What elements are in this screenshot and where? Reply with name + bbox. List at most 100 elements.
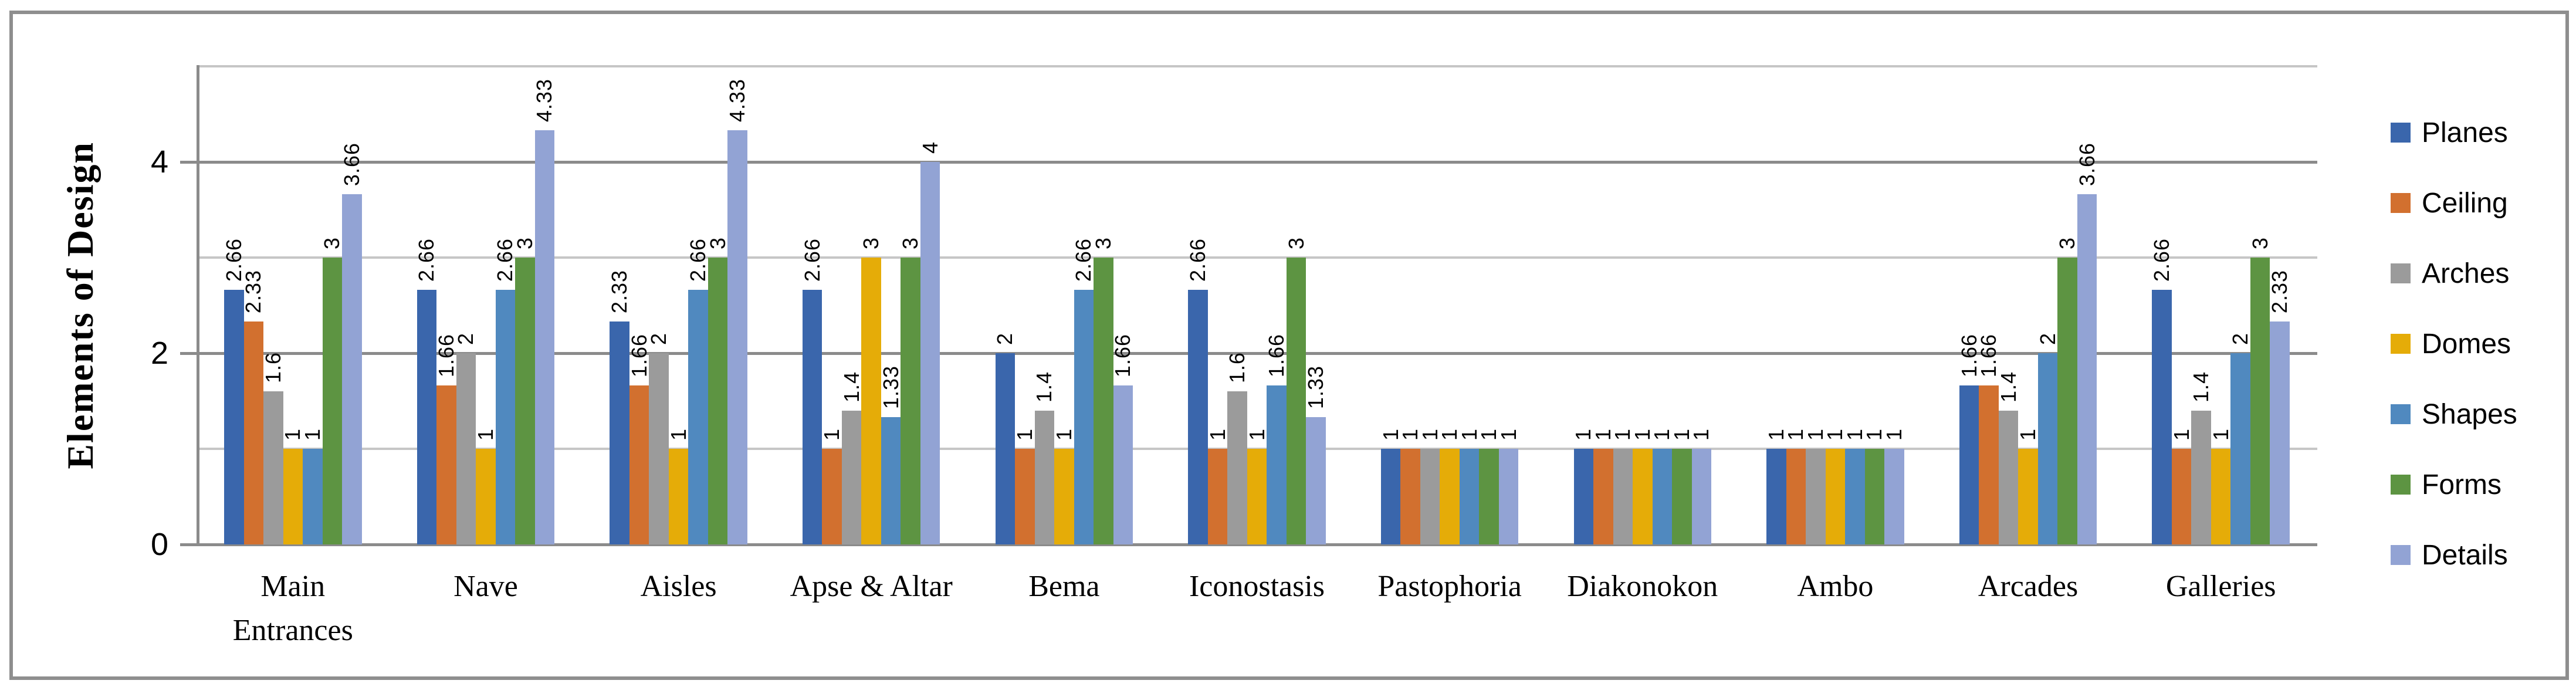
bar <box>1380 449 1401 544</box>
bar <box>1786 449 1806 544</box>
bar-value-label: 1.66 <box>1111 334 1135 378</box>
bar <box>1498 449 1519 544</box>
bar <box>1845 449 1865 544</box>
bar <box>1998 410 2019 544</box>
bar-value-label: 2 <box>2035 332 2060 345</box>
bar-value-label: 1.4 <box>2189 371 2213 402</box>
legend-swatch <box>2391 475 2411 495</box>
bar-value-label: 1 <box>1051 428 1076 441</box>
legend-swatch <box>2391 404 2411 424</box>
bar-value-label: 4.33 <box>725 79 750 123</box>
bar <box>1613 449 1633 544</box>
bar <box>688 290 708 544</box>
legend-swatch <box>2391 263 2411 283</box>
bar-value-label: 1 <box>1881 428 1906 441</box>
bar-value-label: 2.66 <box>800 238 824 282</box>
bar <box>2171 449 2192 544</box>
bar-value-label: 1 <box>1689 428 1714 441</box>
bar <box>283 449 303 544</box>
bar <box>1113 385 1133 544</box>
bar-value-label: 3 <box>898 236 923 249</box>
bar <box>708 258 728 544</box>
legend-item: Forms <box>2391 466 2501 503</box>
legend-swatch <box>2391 193 2411 213</box>
legend-label: Ceiling <box>2422 187 2508 219</box>
bar <box>1440 449 1460 544</box>
bar-value-label: 1.33 <box>878 366 903 410</box>
bar <box>2191 410 2211 544</box>
y-axis-line <box>197 65 199 546</box>
bar-value-label: 2.66 <box>414 238 439 282</box>
bar <box>2077 194 2097 544</box>
bar-value-label: 1.4 <box>1996 371 2020 402</box>
bar <box>1979 385 1999 544</box>
legend-label: Shapes <box>2422 398 2517 430</box>
bar <box>342 194 362 544</box>
bar-value-label: 2 <box>2228 332 2253 345</box>
bar-value-label: 1 <box>473 428 497 441</box>
bar <box>303 449 323 544</box>
bar-value-label: 2.33 <box>241 270 266 314</box>
bar <box>802 290 822 544</box>
legend-item: Domes <box>2391 325 2511 363</box>
bar-value-label: 3 <box>512 236 537 249</box>
bar <box>2211 449 2231 544</box>
legend-swatch <box>2391 334 2411 354</box>
bar-value-label: 3 <box>859 236 884 249</box>
bar <box>2152 290 2172 544</box>
legend-swatch <box>2391 545 2411 565</box>
bar-value-label: 2.33 <box>2267 270 2292 314</box>
bar <box>1015 449 1035 544</box>
category-label: Diakonokon <box>1567 570 1718 603</box>
legend-item: Shapes <box>2391 395 2517 433</box>
category-label: Galleries <box>2165 570 2276 603</box>
legend-label: Arches <box>2422 258 2510 289</box>
bar-value-label: 2.33 <box>607 270 632 314</box>
bar-value-label: 3 <box>705 236 730 249</box>
bar <box>2018 449 2038 544</box>
bar <box>2057 258 2077 544</box>
bar <box>861 258 881 544</box>
bar-value-label: 3 <box>2247 236 2272 249</box>
category-label: Apse & Altar <box>790 570 953 603</box>
bar-value-label: 3.66 <box>2074 143 2099 187</box>
y-tick-label: 0 <box>150 527 168 562</box>
bar-value-label: 1.33 <box>1304 366 1328 410</box>
category-label: Pastophoria <box>1377 570 1522 603</box>
bar <box>1094 258 1113 544</box>
bar <box>629 385 649 544</box>
bar-value-label: 1 <box>300 428 324 441</box>
gridline-minor <box>197 65 2317 67</box>
bar <box>1267 385 1287 544</box>
gridline-major <box>197 352 2317 355</box>
bar <box>1672 449 1692 544</box>
bar-value-label: 1 <box>2016 428 2040 441</box>
bar-value-label: 3 <box>1091 236 1115 249</box>
bar <box>322 258 343 544</box>
bar <box>1227 391 1247 544</box>
bar <box>417 290 437 544</box>
legend-swatch <box>2391 123 2411 143</box>
bar-value-label: 1.4 <box>839 371 864 402</box>
bar <box>1188 290 1208 544</box>
bar <box>920 162 940 544</box>
bar-value-label: 1.6 <box>1225 352 1249 384</box>
legend-item: Ceiling <box>2391 184 2508 222</box>
bar-value-label: 1 <box>2169 428 2194 441</box>
bar <box>476 449 496 544</box>
bar-value-label: 1 <box>820 428 844 441</box>
bar <box>1400 449 1420 544</box>
category-label: Iconostasis <box>1189 570 1325 603</box>
bar-value-label: 2.66 <box>2150 238 2174 282</box>
bar-value-label: 2 <box>993 332 1017 345</box>
bar <box>881 417 901 544</box>
bar <box>436 385 456 544</box>
bar <box>1633 449 1653 544</box>
bar <box>1306 417 1326 544</box>
bar <box>1459 449 1480 544</box>
bar-value-label: 2 <box>453 332 478 345</box>
bar <box>1806 449 1826 544</box>
bar-value-label: 1 <box>1496 428 1521 441</box>
bar-value-label: 1 <box>1205 428 1230 441</box>
bar-value-label: 3 <box>2055 236 2080 249</box>
